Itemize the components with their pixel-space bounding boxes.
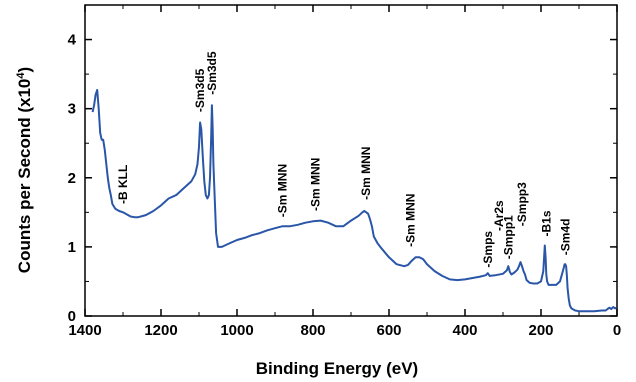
- plot-frame: [84, 4, 618, 317]
- peak-annotation: -Sm3d5: [205, 51, 219, 95]
- spectrum-line: [91, 89, 617, 313]
- peak-annotation: -Smps: [481, 231, 495, 268]
- y-axis-ticks: 0 1 2 3 4: [68, 32, 617, 325]
- peak-annotation: -Smpp3: [515, 182, 529, 226]
- plot-area: [84, 4, 618, 317]
- x-tick-label: 1200: [144, 322, 177, 339]
- y-tick-label: 4: [68, 32, 77, 49]
- x-tick-label: 400: [452, 322, 477, 339]
- y-tick-label: 2: [68, 170, 76, 187]
- peak-annotation: -Sm3d5: [193, 68, 207, 112]
- peak-annotation: -B KLL: [116, 165, 130, 204]
- x-tick-label: 800: [300, 322, 325, 339]
- x-tick-label: 1400: [68, 322, 101, 339]
- x-tick-label: 200: [528, 322, 553, 339]
- y-axis-title-main: Counts per Second (x10: [15, 79, 34, 274]
- x-axis-title: Binding Energy (eV): [256, 359, 418, 378]
- peak-annotation: -Sm MNN: [308, 158, 322, 211]
- peak-annotation: -Sm MNN: [404, 194, 418, 247]
- peak-annotation: -Sm MNN: [359, 147, 373, 200]
- y-axis-title-superscript: 4: [15, 72, 27, 79]
- peak-annotation: -Sm MNN: [276, 164, 290, 217]
- y-axis-title: Counts per Second (x104): [15, 67, 34, 273]
- y-tick-label: 0: [68, 308, 76, 325]
- x-tick-label: 600: [376, 322, 401, 339]
- x-axis-ticks: 1400 1200 1000 800 600 400 200 0: [68, 5, 621, 339]
- y-tick-label: 1: [68, 239, 76, 256]
- x-tick-label: 0: [613, 322, 621, 339]
- x-tick-label: 1000: [220, 322, 253, 339]
- y-axis-title-close: ): [15, 67, 34, 73]
- peak-annotations: -B KLL -Sm3d5-Sm3d5 -Sm MNN -Sm MNN -Sm MNN -…: [116, 51, 572, 267]
- peak-annotation: -Ar2s: [492, 200, 506, 231]
- peak-annotation: -B1s: [539, 210, 553, 236]
- y-tick-label: 3: [68, 101, 76, 118]
- peak-annotation: -Smpp1: [501, 215, 515, 259]
- peak-annotation: -Sm4d: [558, 219, 572, 256]
